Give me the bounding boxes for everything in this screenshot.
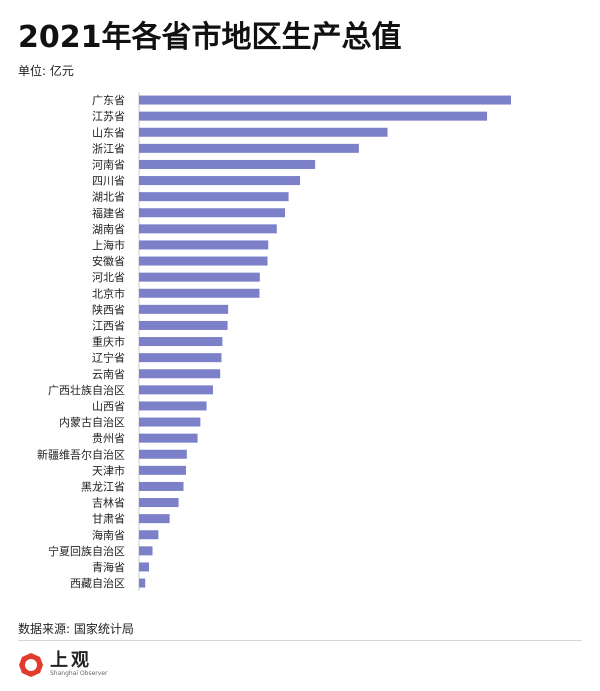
category-label: 山西省 (92, 400, 125, 413)
logo-text-cn: 上观 (50, 650, 92, 671)
chart-title: 2021年各省市地区生产总值 (18, 20, 402, 55)
bar (139, 240, 269, 250)
category-label: 河北省 (92, 271, 125, 284)
bar (139, 562, 150, 572)
category-label: 辽宁省 (92, 351, 125, 365)
footer-divider (18, 640, 582, 641)
bar (139, 192, 289, 202)
bar (139, 481, 184, 491)
bar (139, 159, 316, 169)
category-label: 广东省 (92, 94, 125, 107)
data-source: 数据来源: 国家统计局 (18, 622, 134, 636)
category-label: 海南省 (92, 528, 125, 542)
category-label: 重庆市 (92, 335, 125, 349)
category-label: 湖北省 (92, 191, 125, 204)
bar (139, 514, 170, 524)
bar (139, 353, 222, 363)
bar (139, 288, 260, 298)
category-label: 山东省 (92, 126, 125, 139)
bar (139, 272, 260, 282)
bar (139, 111, 488, 121)
bar (139, 433, 198, 443)
unit-label: 单位: 亿元 (18, 64, 74, 78)
bar (139, 530, 159, 540)
category-label: 贵州省 (92, 432, 125, 445)
category-label: 北京市 (92, 286, 125, 300)
category-label: 陕西省 (92, 302, 125, 316)
category-label: 甘肃省 (92, 513, 125, 526)
bar (139, 385, 214, 395)
bar (139, 208, 285, 218)
logo-text-en: Shanghai Observer (50, 670, 108, 677)
category-label: 黑龙江省 (81, 480, 125, 493)
bar (139, 578, 146, 588)
bar (139, 465, 186, 475)
bar (139, 546, 153, 556)
category-label: 浙江省 (92, 142, 125, 155)
bar (139, 176, 301, 186)
category-label: 河南省 (92, 158, 125, 171)
category-label: 天津市 (92, 463, 125, 477)
category-label: 上海市 (92, 238, 125, 252)
category-label: 福建省 (92, 206, 125, 220)
category-label: 宁夏回族自治区 (48, 544, 125, 558)
bar (139, 401, 207, 411)
bar (139, 95, 511, 105)
category-label: 广西壮族自治区 (48, 383, 125, 397)
bar (139, 498, 179, 508)
category-label: 江西省 (92, 319, 125, 332)
category-label: 新疆维吾尔自治区 (37, 447, 125, 461)
bar (139, 127, 388, 137)
category-label: 吉林省 (92, 496, 125, 510)
bar (139, 369, 221, 379)
logo-icon (19, 653, 43, 677)
bar (139, 304, 229, 314)
bar (139, 320, 228, 330)
bar (139, 143, 359, 153)
category-label: 湖南省 (92, 223, 125, 236)
shanghai-observer-logo: 上观 Shanghai Observer (18, 650, 107, 680)
bar (139, 256, 268, 266)
bar (139, 417, 201, 427)
category-label: 安徽省 (92, 254, 125, 268)
bar (139, 337, 223, 347)
category-label: 云南省 (92, 368, 125, 381)
category-label: 江苏省 (92, 110, 125, 123)
category-label: 青海省 (92, 560, 125, 574)
category-label: 内蒙古自治区 (59, 415, 125, 429)
category-label: 西藏自治区 (70, 576, 125, 590)
bar (139, 224, 277, 234)
category-label: 四川省 (92, 175, 125, 188)
bar-chart: 广东省江苏省山东省浙江省河南省四川省湖北省福建省湖南省上海市安徽省河北省北京市陕… (37, 92, 511, 592)
bar (139, 449, 187, 459)
